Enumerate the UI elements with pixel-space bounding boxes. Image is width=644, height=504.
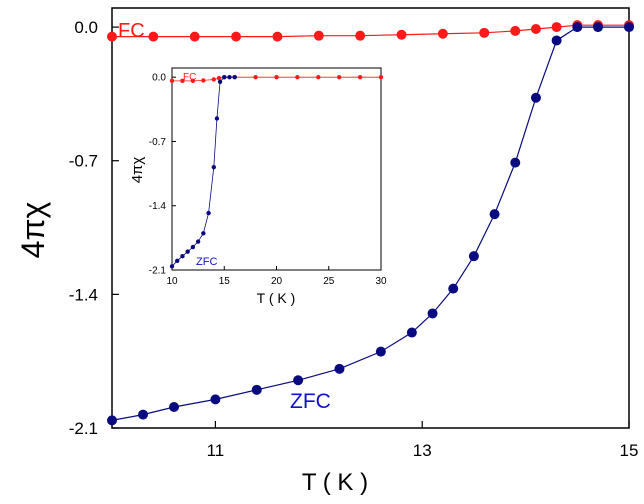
main-data-point-fc — [479, 27, 490, 38]
inset-data-point-fc — [378, 74, 384, 80]
legend-label-zfc: ZFC — [290, 390, 331, 413]
inset-y-tick-label: -2.1 — [149, 266, 167, 277]
inset-data-point-zfc — [214, 116, 220, 121]
main-data-point-fc — [148, 31, 159, 42]
main-data-point-fc — [107, 31, 117, 42]
inset-data-point-fc — [216, 75, 222, 81]
inset-data-point-zfc — [217, 79, 223, 84]
inset-x-tick-label: 10 — [166, 276, 178, 287]
inset-x-tick-label: 30 — [375, 276, 387, 287]
inset-data-point-zfc — [222, 74, 227, 80]
inset-data-point-fc — [201, 78, 206, 83]
inset-plot-frame — [171, 67, 382, 271]
inset-data-point-fc — [295, 74, 300, 80]
inset-data-point-fc — [169, 78, 175, 84]
inset-x-axis-title: T ( K ) — [257, 290, 296, 306]
x-axis-title: T ( K ) — [302, 469, 368, 496]
main-data-point-zfc — [448, 283, 459, 294]
main-data-point-zfc — [293, 375, 304, 386]
main-data-point-zfc — [210, 394, 221, 405]
main-data-point-fc — [272, 31, 283, 42]
inset-x-tick-label: 25 — [323, 276, 335, 287]
main-plot-frame — [111, 7, 630, 429]
main-data-point-zfc — [251, 384, 262, 395]
inset-legend-label-fc: FC — [183, 72, 196, 83]
inset-data-point-zfc — [195, 239, 201, 244]
main-data-point-fc — [551, 22, 562, 33]
inset-series — [169, 74, 384, 269]
main-data-point-fc — [313, 30, 324, 41]
main-y-tick-label: -2.1 — [69, 419, 98, 438]
inset-y-tick-label: 0.0 — [152, 73, 166, 84]
main-data-point-zfc — [169, 402, 180, 412]
inset-data-point-fc — [211, 77, 216, 82]
main-series-line-fc — [112, 24, 629, 38]
main-data-point-zfc — [510, 157, 521, 168]
inset-x-tick-label: 15 — [219, 276, 231, 287]
main-data-point-zfc — [592, 22, 603, 33]
inset-data-point-fc — [357, 74, 363, 80]
main-y-tick-label: -0.7 — [69, 152, 98, 171]
inset-x-tick-label: 20 — [271, 276, 283, 287]
main-x-tick-label: 15 — [620, 441, 639, 460]
main-data-point-zfc — [530, 92, 541, 103]
main-data-point-zfc — [468, 251, 479, 262]
inset-data-point-fc — [274, 74, 279, 80]
inset-data-point-zfc — [232, 74, 237, 80]
y-axis-title: 4πχ — [15, 201, 51, 258]
inset-data-point-zfc — [201, 231, 206, 236]
inset-data-point-fc — [337, 74, 342, 80]
inset-y-tick-label: -1.4 — [149, 201, 167, 212]
main-x-tick-label: 11 — [207, 441, 225, 460]
inset-data-point-zfc — [190, 244, 196, 250]
main-data-point-zfc — [375, 346, 386, 357]
inset-chart: 10 15 20 25 30 0.0 -0.7 -1.4 -2.1 T ( K ) 4πχ FC… — [129, 67, 387, 306]
inset-data-point-zfc — [175, 258, 180, 264]
inset-axis-ticks: 10 15 20 25 30 0.0 -0.7 -1.4 -2.1 — [149, 73, 387, 287]
main-data-point-zfc — [334, 363, 345, 374]
main-data-point-zfc — [107, 415, 117, 426]
inset-y-tick-label: -0.7 — [149, 137, 167, 148]
main-data-point-zfc — [489, 209, 500, 220]
main-data-point-fc — [355, 30, 366, 41]
main-data-point-fc — [231, 31, 242, 42]
main-series — [107, 20, 634, 426]
main-data-point-zfc — [406, 327, 417, 338]
legend-label-fc: FC — [118, 20, 145, 42]
inset-legend-label-zfc: ZFC — [196, 256, 217, 268]
main-data-point-zfc — [138, 409, 149, 420]
inset-data-point-fc — [180, 78, 185, 84]
inset-data-point-zfc — [185, 249, 190, 254]
inset-data-point-fc — [316, 74, 321, 80]
main-y-tick-label: 0.0 — [74, 18, 98, 37]
main-data-point-zfc — [572, 22, 583, 33]
main-data-point-fc — [437, 28, 448, 39]
main-y-tick-label: -1.4 — [69, 285, 98, 304]
main-x-tick-label: 13 — [413, 441, 432, 460]
inset-y-axis-title: 4πχ — [129, 157, 146, 184]
main-data-point-zfc — [624, 22, 634, 33]
inset-data-point-zfc — [169, 264, 175, 269]
main-data-point-fc — [396, 29, 407, 40]
main-data-point-zfc — [427, 308, 438, 319]
main-data-point-fc — [510, 25, 521, 36]
inset-data-point-zfc — [206, 210, 211, 216]
inset-data-point-fc — [253, 74, 258, 80]
main-data-point-fc — [189, 31, 200, 42]
main-data-point-zfc — [551, 35, 562, 46]
inset-data-point-fc — [190, 78, 196, 84]
main-data-point-fc — [530, 24, 541, 34]
inset-data-point-zfc — [227, 74, 232, 80]
inset-data-point-zfc — [180, 254, 185, 259]
main-axis-ticks: 11 13 15 0.0 -0.7 -1.4 -2.1 — [69, 18, 639, 460]
inset-data-point-zfc — [211, 164, 216, 170]
